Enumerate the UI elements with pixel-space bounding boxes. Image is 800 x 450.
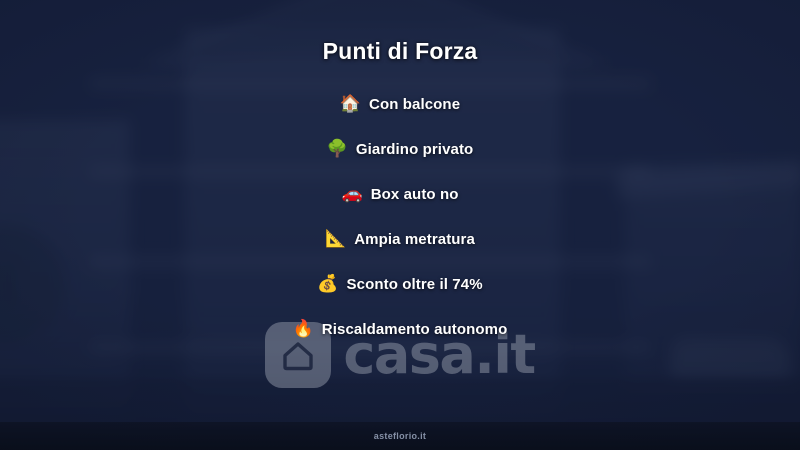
tree-icon: 🌳 bbox=[326, 138, 348, 159]
feature-item-sconto: 💰 Sconto oltre il 74% bbox=[317, 273, 482, 295]
page-title: Punti di Forza bbox=[322, 38, 478, 64]
feature-label: Con balcone bbox=[369, 95, 461, 113]
triangular-ruler-icon: 📐 bbox=[325, 228, 347, 249]
feature-item-giardino-privato: 🌳 Giardino privato bbox=[327, 138, 474, 160]
feature-item-riscaldamento-autonomo: 🔥 Riscaldamento autonomo bbox=[293, 318, 508, 340]
feature-item-box-auto-no: 🚗 Box auto no bbox=[342, 183, 459, 205]
feature-item-con-balcone: 🏠 Con balcone bbox=[340, 93, 460, 115]
footer-site-name: asteflorio.it bbox=[373, 431, 427, 441]
feature-label: Sconto oltre il 74% bbox=[346, 275, 483, 293]
feature-label: Riscaldamento autonomo bbox=[321, 320, 508, 338]
features-list: 🏠 Con balcone 🌳 Giardino privato 🚗 Box a… bbox=[0, 93, 800, 340]
fire-icon: 🔥 bbox=[292, 318, 314, 339]
house-with-garden-icon: 🏠 bbox=[339, 93, 362, 114]
footer-bar: asteflorio.it bbox=[0, 422, 800, 450]
feature-label: Giardino privato bbox=[355, 140, 474, 158]
money-bag-icon: 💰 bbox=[317, 273, 339, 294]
car-icon: 🚗 bbox=[341, 183, 363, 204]
feature-label: Box auto no bbox=[370, 185, 459, 203]
feature-label: Ampia metratura bbox=[354, 230, 475, 248]
feature-item-ampia-metratura: 📐 Ampia metratura bbox=[325, 228, 475, 250]
